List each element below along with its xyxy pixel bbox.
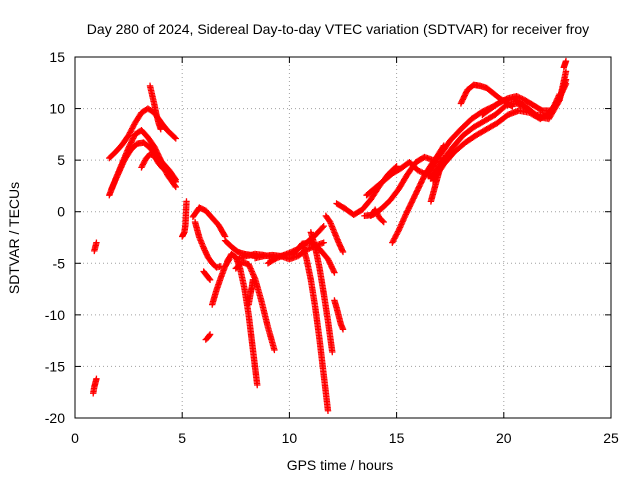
series-arc-b	[90, 375, 100, 397]
data-point	[499, 97, 506, 105]
data-point	[497, 98, 505, 105]
data-point	[306, 245, 313, 252]
axis-ticks	[74, 56, 612, 419]
tick-labels: 0 5 10 15 20 25 -20 -15 -10 -5 0 5 10 15	[45, 49, 619, 446]
data-point	[93, 239, 100, 246]
data-point	[513, 92, 520, 100]
series-arc-l	[202, 331, 214, 343]
data-point	[496, 99, 503, 106]
x-tick-label: 5	[178, 430, 186, 446]
data-point	[254, 381, 261, 389]
data-point	[502, 96, 509, 103]
data-point	[206, 275, 213, 282]
x-tick-label: 20	[496, 430, 512, 446]
x-tick-label: 25	[603, 430, 619, 446]
series-arc-aa	[361, 153, 437, 220]
series-arc-f	[138, 150, 179, 186]
data-point	[324, 407, 332, 414]
series-arc-g	[146, 82, 164, 133]
data-point	[157, 126, 164, 133]
data-point	[172, 178, 179, 186]
data-point	[380, 218, 387, 226]
series-arc-p	[232, 259, 278, 354]
data-point	[249, 276, 257, 283]
data-point	[93, 375, 100, 383]
x-tick-label: 15	[389, 430, 405, 446]
data-point	[417, 168, 425, 176]
series-arc-k	[200, 268, 214, 283]
y-tick-label: 15	[49, 49, 65, 65]
data-point	[503, 95, 510, 103]
series-arc-q	[245, 276, 257, 308]
data-point	[339, 248, 347, 256]
series-arc-h	[179, 198, 190, 240]
y-tick-label: 0	[57, 204, 65, 220]
data-point	[183, 198, 190, 205]
y-tick-label: 5	[57, 152, 65, 168]
data-point	[519, 95, 526, 103]
data-point	[148, 151, 155, 158]
series-arc-x	[331, 297, 347, 333]
data-point	[206, 276, 214, 283]
data-point	[339, 326, 347, 333]
data-point	[146, 150, 154, 158]
y-tick-label: -10	[45, 307, 65, 323]
data-point	[331, 269, 338, 276]
series-arc-v	[307, 229, 336, 356]
x-axis-label: GPS time / hours	[287, 457, 394, 473]
y-tick-label: -5	[53, 255, 66, 271]
data-point	[416, 167, 423, 175]
series-arc-w	[322, 212, 347, 256]
data-marks	[90, 57, 570, 414]
data-point	[206, 331, 214, 338]
data-point	[562, 68, 570, 75]
series-arc-ai	[479, 76, 570, 118]
data-point	[171, 177, 179, 184]
series-arc-ab	[367, 206, 387, 226]
data-point	[562, 76, 570, 83]
data-point	[271, 346, 278, 354]
series-arc-i	[189, 204, 229, 240]
data-point	[320, 239, 327, 246]
data-point	[500, 97, 507, 104]
series-arc-aj	[560, 57, 570, 71]
data-point	[509, 103, 516, 110]
x-tick-label: 10	[282, 430, 298, 446]
x-tick-label: 0	[71, 430, 79, 446]
data-point	[414, 167, 422, 174]
data-point	[562, 57, 570, 65]
chart-title: Day 280 of 2024, Sidereal Day-to-day VTE…	[87, 21, 589, 37]
data-point	[379, 217, 386, 225]
data-point	[206, 332, 213, 339]
y-tick-label: -15	[45, 358, 65, 374]
data-point	[171, 134, 178, 141]
data-point	[394, 228, 402, 235]
data-point	[320, 222, 327, 230]
y-tick-label: -20	[45, 410, 65, 426]
data-point	[507, 102, 515, 109]
data-point	[517, 95, 525, 102]
data-point	[329, 348, 336, 356]
y-tick-label: 10	[49, 101, 65, 117]
data-point	[514, 93, 522, 101]
plot-frame	[74, 56, 612, 419]
data-point	[319, 224, 326, 231]
data-point	[221, 232, 228, 239]
y-axis-label: SDTVAR / TECUs	[6, 182, 22, 294]
series-arc-u	[299, 241, 332, 414]
data-point	[172, 135, 179, 142]
series-arc-ac	[389, 142, 447, 246]
data-point	[516, 94, 523, 101]
series-arc-a	[91, 239, 100, 255]
